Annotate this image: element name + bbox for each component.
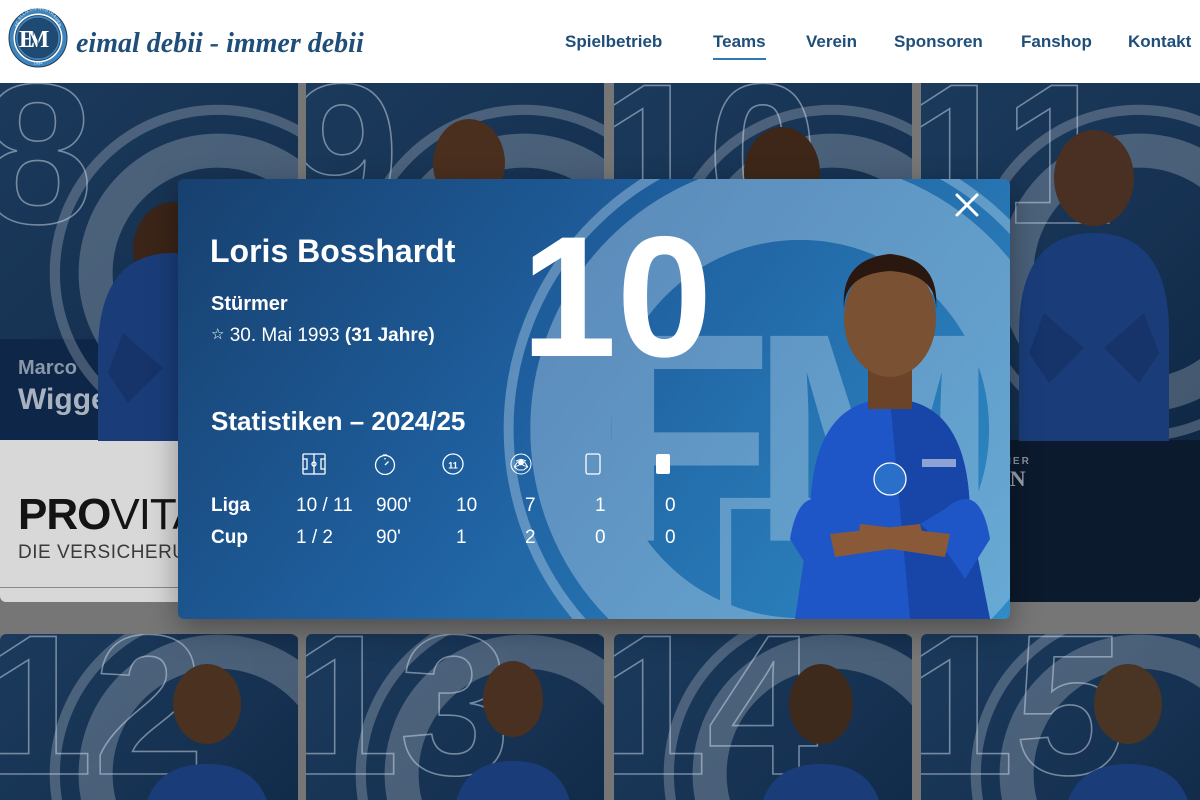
svg-text:1934: 1934 [34,61,44,66]
svg-text:11: 11 [448,461,458,471]
svg-text:E: E [19,27,35,53]
